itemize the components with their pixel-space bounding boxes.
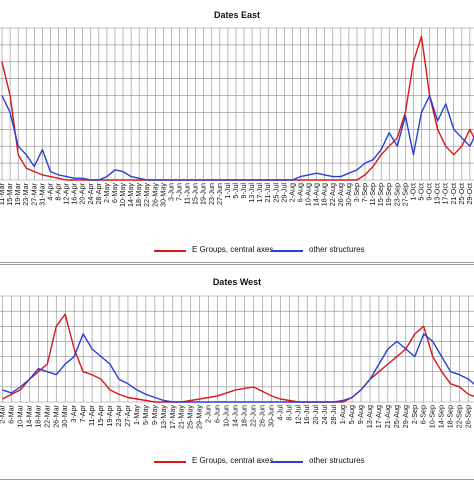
west-x-tick-label: 17-Aug: [374, 405, 383, 428]
west-x-tick-label: 30-Jun: [266, 405, 275, 427]
west-x-tick-label: 18-Sep: [446, 405, 455, 428]
west-x-tick-label: 24-Jul: [320, 405, 329, 425]
west-legend-other-label: other structures: [309, 456, 365, 465]
east-legend: E Groups, central axes other structures: [0, 244, 474, 256]
west-x-tick-label: 1-Aug: [338, 405, 347, 424]
west-x-tick-label: 16-Jul: [302, 405, 311, 425]
east-legend-other-label: other structures: [309, 245, 365, 254]
west-x-tick-label: 8-Jul: [284, 405, 293, 421]
west-x-tick-label: 17-May: [168, 405, 177, 429]
west-x-tick-label: 26-Jun: [257, 405, 266, 427]
west-x-tick-label: 10-Sep: [428, 405, 437, 428]
west-x-tick-label: 6-Sep: [419, 405, 428, 424]
west-x-tick-label: 25-Aug: [392, 405, 401, 428]
east-legend-red-swatch: [154, 250, 186, 252]
west-x-tick-label: 4-Jul: [275, 405, 284, 421]
west-x-tick-label: 18-Mar: [33, 404, 42, 427]
west-x-tick-label: 29-Aug: [401, 405, 410, 428]
west-x-tick-label: 14-Jun: [231, 405, 240, 427]
west-x-tick-label: 30-Mar: [60, 404, 69, 427]
west-x-tick-label: 12-Jul: [293, 405, 302, 425]
west-x-tick-label: 20-Jul: [311, 405, 320, 425]
west-x-tick-label: 22-Mar: [42, 404, 51, 427]
west-legend-red-swatch: [154, 461, 186, 463]
west-legend-egroups: E Groups, central axes: [192, 455, 273, 467]
west-x-tick-label: 21-Aug: [383, 405, 392, 428]
east-legend-blue-swatch: [271, 250, 303, 252]
west-x-tick-label: 26-Sep: [464, 405, 473, 428]
west-x-tick-label: 6-Mar: [6, 404, 15, 423]
east-legend-other: other structures: [309, 244, 365, 256]
west-x-tick-label: 10-Mar: [15, 404, 24, 427]
west-x-tick-label: 2-Jun: [204, 405, 213, 423]
west-x-tick-label: 7-Apr: [78, 404, 87, 422]
west-x-tick-label: 22-Sep: [455, 405, 464, 428]
west-x-tick-label: 27-Apr: [123, 404, 132, 426]
west-x-tick-label: 25-May: [186, 405, 195, 429]
west-x-tick-label: 29-May: [195, 405, 204, 429]
east-series-other-line: [2, 96, 474, 180]
west-x-tick-label: 28-Jul: [329, 405, 338, 425]
west-x-tick-label: 14-Mar: [24, 404, 33, 427]
west-x-tick-label: 19-Apr: [105, 404, 114, 426]
west-legend-egroups-label: E Groups, central axes: [192, 456, 273, 465]
west-x-tick-label: 22-Jun: [248, 405, 257, 427]
west-x-tick-label: 3-Apr: [69, 404, 78, 422]
west-legend-blue-swatch: [271, 461, 303, 463]
west-x-tick-label: 5-Aug: [347, 405, 356, 424]
west-x-tick-label: 21-May: [177, 405, 186, 429]
east-series-egroups-line: [2, 36, 474, 180]
west-x-tick-label: 23-Apr: [114, 404, 123, 426]
west-x-tick-label: 13-Aug: [365, 405, 374, 428]
west-x-tick-label: 15-Apr: [96, 404, 105, 426]
west-x-tick-label: 18-Jun: [239, 405, 248, 427]
west-legend-other: other structures: [309, 455, 365, 467]
west-x-tick-label: 1-May: [132, 405, 141, 425]
west-x-tick-label: 10-Jun: [222, 405, 231, 427]
west-x-tick-label: 14-Sep: [437, 405, 446, 428]
west-x-tick-label: 9-May: [150, 405, 159, 425]
west-x-tick-label: 2-Sep: [410, 405, 419, 424]
west-x-tick-label: 13-May: [159, 405, 168, 429]
east-legend-egroups-label: E Groups, central axes: [192, 245, 273, 254]
west-x-tick-label: 26-Mar: [51, 404, 60, 427]
west-x-tick-label: 6-Jun: [213, 405, 222, 423]
east-legend-egroups: E Groups, central axes: [192, 244, 273, 256]
west-legend: E Groups, central axes other structures: [0, 455, 474, 467]
west-x-tick-label: 11-Apr: [87, 404, 96, 426]
west-x-tick-label: 5-May: [141, 405, 150, 425]
west-x-tick-label: 9-Aug: [356, 405, 365, 424]
